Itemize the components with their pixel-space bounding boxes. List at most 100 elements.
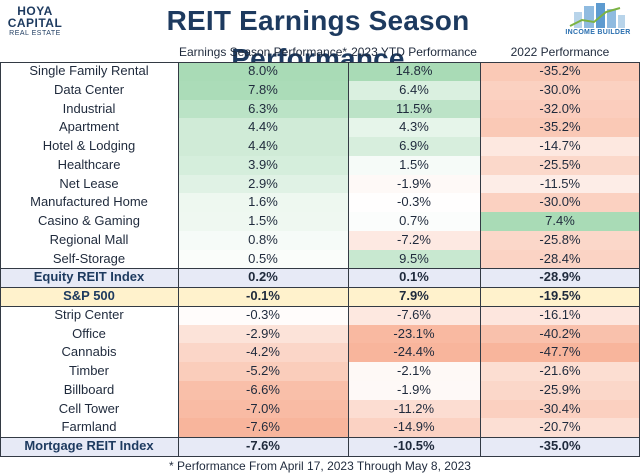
table-row: Data Center 7.8% 6.4% -30.0% <box>0 80 640 100</box>
row-label: Hotel & Lodging <box>42 138 136 154</box>
column-header-earnings: Earnings Season Performance* <box>178 45 348 59</box>
value-cell: -0.3% <box>348 193 480 213</box>
value-cell: -1.9% <box>348 380 480 400</box>
hoya-capital-logo: HOYA CAPITAL REAL ESTATE <box>4 3 66 39</box>
logo-line-3: REAL ESTATE <box>9 30 61 37</box>
value-cell: 2.9% <box>178 174 348 194</box>
value-cell: -35.2% <box>480 62 640 81</box>
value-cell: -2.1% <box>348 362 480 381</box>
value-cell: -35.0% <box>539 438 581 454</box>
value-cell: -30.0% <box>480 193 640 213</box>
value-cell: -47.7% <box>480 343 640 363</box>
value-cell: 0.7% <box>348 212 480 231</box>
value-cell: -7.0% <box>178 399 348 419</box>
value-cell: -14.9% <box>348 418 480 438</box>
value-cell: -40.2% <box>480 324 640 344</box>
skyline-icon <box>569 3 625 28</box>
value-cell: -25.8% <box>480 230 640 250</box>
value-cell: 0.1% <box>399 269 429 285</box>
value-cell: 4.3% <box>348 118 480 138</box>
footnote: * Performance From April 17, 2023 Throug… <box>169 459 471 473</box>
column-divider <box>348 62 349 456</box>
value-cell: -0.3% <box>178 305 348 325</box>
row-label: Strip Center <box>54 306 124 322</box>
column-header-ytd: 2023 YTD Performance <box>351 45 477 59</box>
row-label: Cell Tower <box>58 400 120 416</box>
value-cell: 4.4% <box>178 137 348 156</box>
value-cell: 7.9% <box>399 288 429 304</box>
value-cell: 6.4% <box>348 80 480 100</box>
income-builder-logo: INCOME BUILDER <box>560 2 636 40</box>
value-cell: 11.5% <box>348 99 480 119</box>
table-row: Healthcare 3.9% 1.5% -25.5% <box>0 155 640 175</box>
row-label: Office <box>72 325 106 341</box>
row-label: Single Family Rental <box>29 63 149 78</box>
value-cell: 0.8% <box>178 230 348 250</box>
value-cell: -28.4% <box>480 249 640 269</box>
value-cell: -7.6% <box>348 305 480 325</box>
table-frame <box>0 62 640 457</box>
row-label: Healthcare <box>57 156 121 172</box>
value-cell: -16.1% <box>480 305 640 325</box>
row-label: Manufactured Home <box>30 194 148 210</box>
row-label: Casino & Gaming <box>38 213 140 229</box>
chart-title: REIT Earnings Season Performance <box>166 5 470 74</box>
row-label: Industrial <box>62 100 116 116</box>
value-cell: -30.4% <box>480 399 640 419</box>
table-row: Cannabis -4.2% -24.4% -47.7% <box>0 343 640 363</box>
value-cell: -19.5% <box>539 288 581 304</box>
table-row: Single Family Rental 8.0% 14.8% -35.2% <box>0 62 640 81</box>
value-cell: -23.1% <box>348 324 480 344</box>
table-row: Billboard -6.6% -1.9% -25.9% <box>0 380 640 400</box>
table-row: Timber -5.2% -2.1% -21.6% <box>0 362 640 381</box>
value-cell: 1.5% <box>178 212 348 231</box>
logo-line-1: HOYA <box>17 4 53 18</box>
table-row: Cell Tower -7.0% -11.2% -30.4% <box>0 399 640 419</box>
value-cell: 4.4% <box>178 118 348 138</box>
logo-caption: INCOME BUILDER <box>565 29 631 36</box>
value-cell: 3.9% <box>178 155 348 175</box>
value-cell: -14.7% <box>480 137 640 156</box>
row-label: Mortgage REIT Index <box>24 438 154 454</box>
value-cell: -30.0% <box>480 80 640 100</box>
table-row: Office -2.9% -23.1% -40.2% <box>0 324 640 344</box>
table-row: Apartment 4.4% 4.3% -35.2% <box>0 118 640 138</box>
value-cell: -1.9% <box>348 174 480 194</box>
row-label: Net Lease <box>59 175 119 191</box>
row-label: Farmland <box>61 419 117 435</box>
value-cell: 14.8% <box>348 62 480 81</box>
logo-line-2: CAPITAL <box>7 16 63 30</box>
value-cell: 0.5% <box>178 249 348 269</box>
value-cell: 6.9% <box>348 137 480 156</box>
table-row: Farmland -7.6% -14.9% -20.7% <box>0 418 640 438</box>
value-cell: 6.3% <box>178 99 348 119</box>
section-divider <box>0 287 640 288</box>
value-cell: -20.7% <box>480 418 640 438</box>
value-cell: 0.2% <box>248 269 278 285</box>
value-cell: -4.2% <box>178 343 348 363</box>
value-cell: -32.0% <box>480 99 640 119</box>
value-cell: -11.5% <box>480 174 640 194</box>
row-label: Billboard <box>63 381 115 397</box>
column-divider <box>480 62 481 456</box>
row-label: Apartment <box>59 119 119 135</box>
value-cell: -6.6% <box>178 380 348 400</box>
value-cell: -24.4% <box>348 343 480 363</box>
row-label: Cannabis <box>61 344 117 360</box>
value-cell: 7.4% <box>480 212 640 231</box>
table-row: Regional Mall 0.8% -7.2% -25.8% <box>0 230 640 250</box>
value-cell: -21.6% <box>480 362 640 381</box>
value-cell: -28.9% <box>539 269 581 285</box>
value-cell: 8.0% <box>178 62 348 81</box>
value-cell: -2.9% <box>178 324 348 344</box>
value-cell: -35.2% <box>480 118 640 138</box>
row-label: S&P 500 <box>63 288 115 304</box>
value-cell: -7.6% <box>246 438 280 454</box>
table-row: Self-Storage 0.5% 9.5% -28.4% <box>0 249 640 269</box>
value-cell: -10.5% <box>393 438 435 454</box>
table-row: Strip Center -0.3% -7.6% -16.1% <box>0 305 640 325</box>
value-cell: 1.6% <box>178 193 348 213</box>
value-cell: -0.1% <box>246 288 280 304</box>
table-row: Manufactured Home 1.6% -0.3% -30.0% <box>0 193 640 213</box>
table-row: Hotel & Lodging 4.4% 6.9% -14.7% <box>0 137 640 156</box>
